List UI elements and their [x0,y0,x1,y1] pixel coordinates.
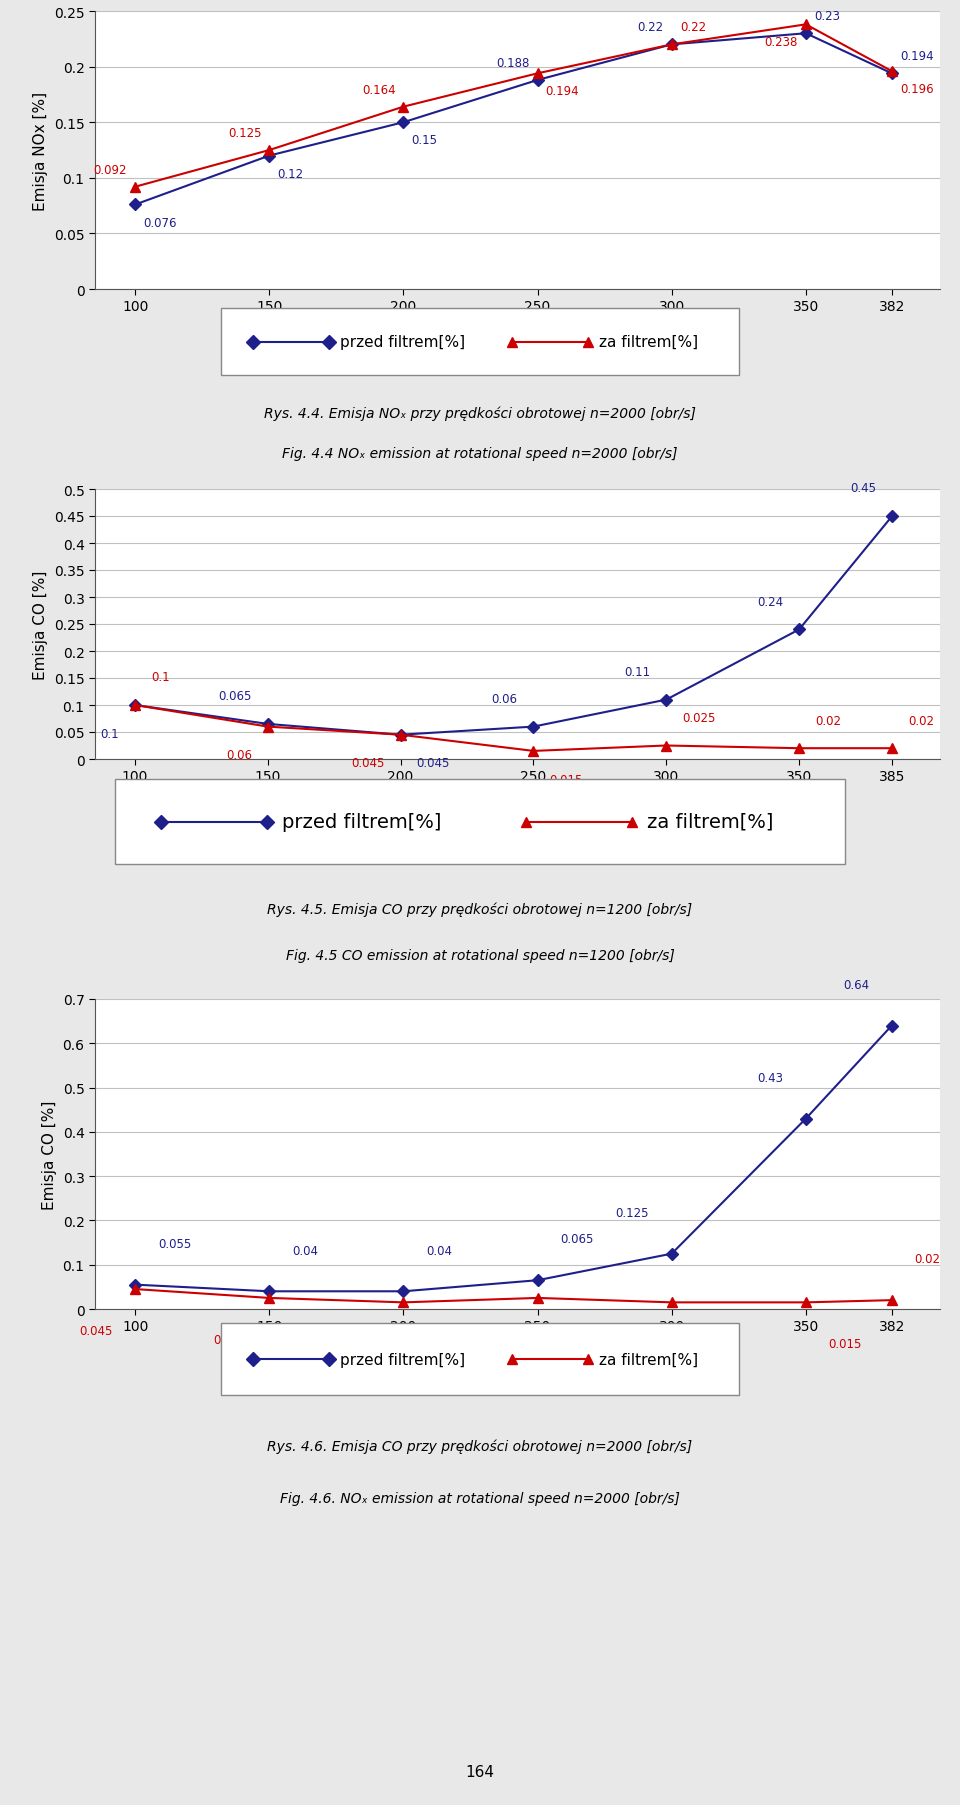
Text: Fig. 4.5 CO emission at rotational speed n=1200 [obr/s]: Fig. 4.5 CO emission at rotational speed… [286,949,674,962]
Text: 0.065: 0.065 [219,690,252,702]
Text: 0.125: 0.125 [228,126,261,139]
Text: 0.025: 0.025 [683,711,715,724]
Text: 0.025: 0.025 [213,1332,247,1347]
Text: 0.22: 0.22 [680,22,706,34]
Text: 0.1: 0.1 [151,671,169,684]
Text: 0.04: 0.04 [426,1244,452,1256]
Text: 0.015: 0.015 [828,1338,862,1350]
Text: 0.238: 0.238 [764,36,798,49]
FancyBboxPatch shape [221,309,739,375]
Text: 0.092: 0.092 [94,164,127,177]
Y-axis label: Emisja CO [%]: Emisja CO [%] [34,570,48,679]
FancyBboxPatch shape [221,1323,739,1395]
Text: 0.64: 0.64 [843,978,869,991]
Y-axis label: Emisja CO [%]: Emisja CO [%] [42,1099,57,1209]
Text: 0.194: 0.194 [545,85,579,97]
Text: za filtrem[%]: za filtrem[%] [599,334,698,350]
Text: 0.02: 0.02 [815,715,841,727]
Text: 0.015: 0.015 [549,773,583,785]
Text: Rys. 4.4. Emisja NOₓ przy prędkości obrotowej n=2000 [obr/s]: Rys. 4.4. Emisja NOₓ przy prędkości obro… [264,406,696,421]
Text: 0.45: 0.45 [851,482,876,495]
Text: 0.055: 0.055 [157,1236,191,1251]
Text: za filtrem[%]: za filtrem[%] [647,812,774,832]
Text: przed filtrem[%]: przed filtrem[%] [340,334,465,350]
Text: 0.12: 0.12 [277,168,303,181]
Text: 0.065: 0.065 [560,1233,593,1245]
Text: 0.43: 0.43 [757,1070,783,1085]
Text: 0.045: 0.045 [80,1325,112,1338]
Text: Fig. 4.4 NOₓ emission at rotational speed n=2000 [obr/s]: Fig. 4.4 NOₓ emission at rotational spee… [282,448,678,460]
Text: 0.164: 0.164 [362,83,396,96]
Y-axis label: Emisja NOx [%]: Emisja NOx [%] [34,92,48,211]
Text: 0.15: 0.15 [412,134,438,148]
Text: przed filtrem[%]: przed filtrem[%] [340,1352,465,1366]
Text: Rys. 4.6. Emisja CO przy prędkości obrotowej n=2000 [obr/s]: Rys. 4.6. Emisja CO przy prędkości obrot… [268,1439,692,1453]
Text: 0.188: 0.188 [496,56,530,70]
Text: 0.23: 0.23 [814,11,840,23]
Text: 0.045: 0.045 [351,756,385,771]
Text: 0.22: 0.22 [637,22,663,34]
Text: 0.015: 0.015 [348,1338,381,1350]
Text: przed filtrem[%]: przed filtrem[%] [282,812,442,832]
Text: 0.125: 0.125 [615,1206,649,1218]
Text: 0.06: 0.06 [492,693,517,706]
Text: 0.04: 0.04 [292,1244,318,1256]
X-axis label: Obciążenie [Nm]: Obciążenie [Nm] [453,321,582,336]
Text: 0.194: 0.194 [900,51,933,63]
Text: 0.025: 0.025 [482,1332,516,1347]
Text: 0.24: 0.24 [757,596,783,608]
Text: 0.11: 0.11 [624,666,650,679]
Text: 0.02: 0.02 [908,715,934,727]
Text: Fig. 4.6. NOₓ emission at rotational speed n=2000 [obr/s]: Fig. 4.6. NOₓ emission at rotational spe… [280,1491,680,1505]
Text: 164: 164 [466,1765,494,1780]
Text: za filtrem[%]: za filtrem[%] [599,1352,698,1366]
FancyBboxPatch shape [115,780,845,865]
X-axis label: Obciążenie [Nm]: Obciążenie [Nm] [453,791,582,805]
Text: 0.02: 0.02 [914,1253,940,1265]
Text: 0.045: 0.045 [417,756,450,771]
Text: Rys. 4.5. Emisja CO przy prędkości obrotowej n=1200 [obr/s]: Rys. 4.5. Emisja CO przy prędkości obrot… [268,902,692,917]
Text: 0.1: 0.1 [100,727,119,740]
Text: 0.06: 0.06 [226,749,252,762]
X-axis label: Obciążenie [Nm]: Obciążenie [Nm] [453,1341,582,1356]
Text: 0.196: 0.196 [900,83,933,96]
Text: 0.015: 0.015 [694,1338,728,1350]
Text: 0.076: 0.076 [143,217,177,229]
